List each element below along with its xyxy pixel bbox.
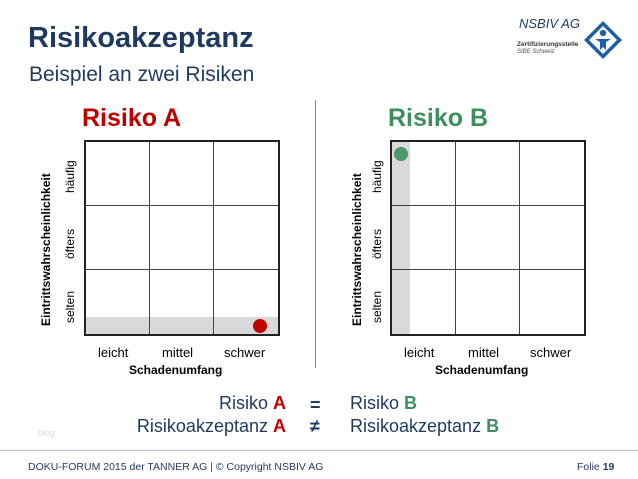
matrix-b-x-label-leicht: leicht	[404, 345, 435, 360]
matrix-b-y-axis-title: Eintrittswahrscheinlichkeit	[350, 173, 364, 326]
comparison-risk-a-letter: A	[273, 393, 286, 413]
slide-label: Folie	[577, 461, 603, 473]
matrix-cell	[214, 270, 278, 334]
comparison-text: Risiko	[350, 393, 405, 413]
matrix-cell	[392, 270, 456, 334]
matrix-a-x-axis-title: Schadenumfang	[129, 363, 223, 377]
matrix-a-x-label-schwer: schwer	[224, 345, 266, 360]
footer-slide-number: Folie 19	[577, 461, 614, 473]
matrix-b-y-label-selten: selten	[370, 290, 384, 323]
matrix-a-x-label-mittel: mittel	[162, 345, 194, 360]
matrix-cell	[392, 142, 456, 206]
matrix-cell	[456, 206, 520, 270]
comparison-acceptance-b-letter: B	[486, 416, 500, 436]
matrix-cell	[392, 206, 456, 270]
matrix-cell	[86, 206, 150, 270]
matrix-cell	[520, 142, 584, 206]
matrix-b-title: Risiko B	[388, 104, 489, 132]
section-divider	[315, 100, 316, 368]
matrix-b-y-label-haeufig: häufig	[370, 160, 384, 193]
matrix-b-x-label-mittel: mittel	[468, 345, 500, 360]
matrix-cell	[150, 206, 214, 270]
comparison-row2-left: Risikoakzeptanz A	[137, 416, 286, 437]
not-equals-sign: ≠	[310, 416, 320, 436]
logo-name: NSBIV AG	[519, 16, 580, 31]
matrix-a-y-label-oefters: öfters	[63, 228, 77, 259]
matrix-b-x-axis-title: Schadenumfang	[435, 363, 529, 377]
watermark: blog	[38, 428, 56, 438]
footer-copyright: DOKU-FORUM 2015 der TANNER AG | © Copyri…	[28, 461, 324, 473]
matrix-a-grid	[84, 140, 280, 336]
matrix-cell	[86, 142, 150, 206]
matrix-b-highlight-column	[392, 142, 410, 335]
matrix-b-risk-dot	[394, 147, 408, 161]
matrix-a-title: Risiko A	[82, 104, 182, 132]
matrix-cell	[520, 206, 584, 270]
page-title: Risikoakzeptanz	[28, 22, 254, 54]
matrix-a-y-axis-title: Eintrittswahrscheinlichkeit	[39, 173, 53, 326]
comparison-row1-right: Risiko B	[350, 393, 417, 414]
page-subtitle: Beispiel an zwei Risiken	[29, 63, 255, 86]
matrix-cell	[86, 270, 150, 334]
matrix-cell	[150, 270, 214, 334]
matrix-cell	[456, 270, 520, 334]
matrix-a-highlight-row	[86, 317, 279, 335]
matrix-b-y-label-oefters: öfters	[370, 228, 384, 259]
comparison-risk-b-letter: B	[404, 393, 418, 413]
matrix-a-y-label-haeufig: häufig	[63, 160, 77, 193]
matrix-cell	[150, 142, 214, 206]
comparison-row1-left: Risiko A	[219, 393, 286, 414]
matrix-cell	[456, 142, 520, 206]
matrix-cell	[214, 142, 278, 206]
matrix-a-x-label-leicht: leicht	[98, 345, 129, 360]
matrix-a-y-label-selten: selten	[63, 290, 77, 323]
logo-tagline: SIBE Schweiz	[517, 49, 555, 55]
matrix-cell	[520, 270, 584, 334]
logo-subtitle: Zertifizierungsstelle	[517, 41, 579, 48]
matrix-b-grid	[390, 140, 586, 336]
matrix-a-risk-dot	[253, 319, 267, 333]
matrix-b-x-label-schwer: schwer	[530, 345, 572, 360]
slide-number: 19	[602, 461, 615, 473]
comparison-row2-right: Risikoakzeptanz B	[350, 416, 499, 437]
comparison-text: Risikoakzeptanz	[136, 416, 273, 436]
comparison-text: Risiko	[218, 393, 273, 413]
footer-divider	[0, 450, 638, 451]
equals-sign: =	[310, 395, 321, 415]
person-diamond-icon	[584, 21, 622, 59]
comparison-acceptance-a-letter: A	[273, 416, 286, 436]
comparison-text: Risikoakzeptanz	[350, 416, 487, 436]
matrix-cell	[214, 206, 278, 270]
